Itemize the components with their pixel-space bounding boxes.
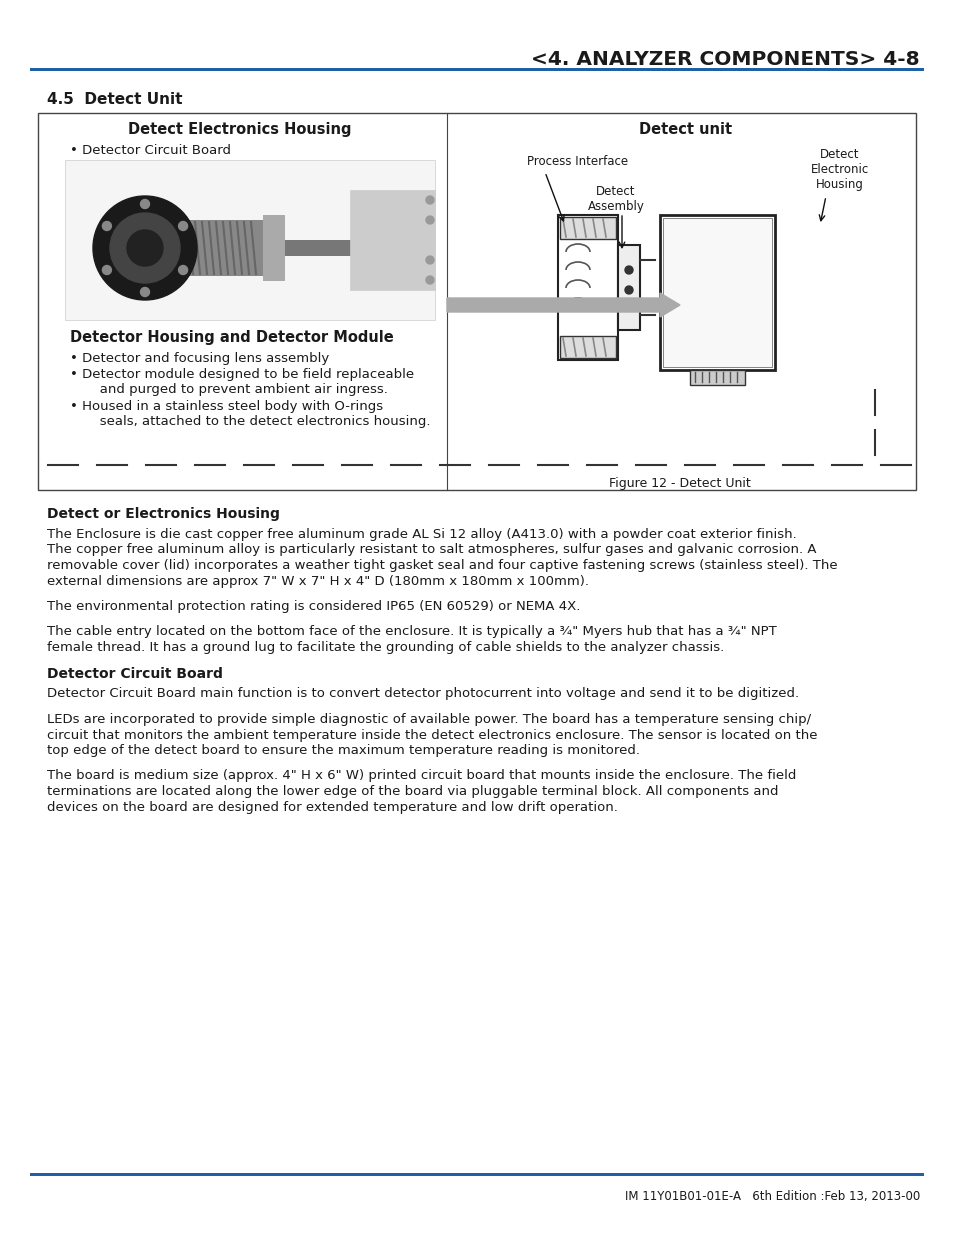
Bar: [662, 219, 771, 367]
Bar: [38, 112, 915, 490]
Circle shape: [102, 266, 112, 274]
Text: The board is medium size (approx. 4" H x 6" W) printed circuit board that mounts: The board is medium size (approx. 4" H x…: [47, 769, 796, 783]
Circle shape: [140, 200, 150, 209]
Bar: [559, 217, 616, 240]
Text: <4. ANALYZER COMPONENTS> 4-8: <4. ANALYZER COMPONENTS> 4-8: [531, 49, 919, 69]
Text: The cable entry located on the bottom face of the enclosure. It is typically a ¾: The cable entry located on the bottom fa…: [47, 625, 776, 638]
Bar: [187, 240, 387, 256]
Bar: [618, 245, 639, 330]
Text: 4.5  Detect Unit: 4.5 Detect Unit: [47, 91, 182, 107]
Circle shape: [426, 196, 434, 204]
Text: Detect or Electronics Housing: Detect or Electronics Housing: [47, 508, 279, 521]
Bar: [689, 370, 744, 385]
Text: circuit that monitors the ambient temperature inside the detect electronics encl: circuit that monitors the ambient temper…: [47, 729, 817, 741]
Circle shape: [110, 212, 180, 283]
Text: terminations are located along the lower edge of the board via pluggable termina: terminations are located along the lower…: [47, 785, 778, 798]
Text: external dimensions are approx 7" W x 7" H x 4" D (180mm x 180mm x 100mm).: external dimensions are approx 7" W x 7"…: [47, 574, 588, 588]
Circle shape: [426, 256, 434, 264]
Text: IM 11Y01B01-01E-A   6th Edition :Feb 13, 2013-00: IM 11Y01B01-01E-A 6th Edition :Feb 13, 2…: [624, 1191, 919, 1203]
Bar: [558, 215, 618, 359]
Circle shape: [140, 288, 150, 296]
Circle shape: [92, 196, 196, 300]
Text: The Enclosure is die cast copper free aluminum grade AL Si 12 alloy (A413.0) wit: The Enclosure is die cast copper free al…: [47, 529, 796, 541]
Bar: [65, 161, 435, 320]
Text: Detector Circuit Board main function is to convert detector photocurrent into vo: Detector Circuit Board main function is …: [47, 688, 799, 700]
Circle shape: [624, 266, 633, 274]
Bar: [30, 68, 923, 70]
Text: Detect unit: Detect unit: [639, 122, 732, 137]
Bar: [30, 1173, 923, 1176]
Text: The environmental protection rating is considered IP65 (EN 60529) or NEMA 4X.: The environmental protection rating is c…: [47, 600, 579, 613]
Bar: [659, 215, 774, 370]
Circle shape: [426, 216, 434, 224]
Text: Detect Electronics Housing: Detect Electronics Housing: [128, 122, 352, 137]
Bar: [350, 190, 435, 290]
Circle shape: [178, 266, 188, 274]
Text: Detector Housing and Detector Module: Detector Housing and Detector Module: [70, 330, 394, 345]
Text: LEDs are incorporated to provide simple diagnostic of available power. The board: LEDs are incorporated to provide simple …: [47, 713, 810, 726]
Text: Detect
Electronic
Housing: Detect Electronic Housing: [810, 148, 868, 191]
Text: and purged to prevent ambient air ingress.: and purged to prevent ambient air ingres…: [70, 383, 388, 396]
Text: • Detector Circuit Board: • Detector Circuit Board: [70, 144, 231, 157]
Text: Process Interface: Process Interface: [526, 156, 627, 168]
Text: female thread. It has a ground lug to facilitate the grounding of cable shields : female thread. It has a ground lug to fa…: [47, 641, 723, 655]
Text: top edge of the detect board to ensure the maximum temperature reading is monito: top edge of the detect board to ensure t…: [47, 743, 639, 757]
FancyArrow shape: [447, 293, 679, 317]
Text: The copper free aluminum alloy is particularly resistant to salt atmospheres, su: The copper free aluminum alloy is partic…: [47, 543, 816, 557]
Text: • Housed in a stainless steel body with O-rings: • Housed in a stainless steel body with …: [70, 400, 383, 412]
Circle shape: [127, 230, 163, 266]
Bar: [263, 215, 285, 282]
Text: seals, attached to the detect electronics housing.: seals, attached to the detect electronic…: [70, 415, 430, 429]
Circle shape: [426, 275, 434, 284]
Text: removable cover (lid) incorporates a weather tight gasket seal and four captive : removable cover (lid) incorporates a wea…: [47, 559, 837, 572]
Text: Detect
Assembly: Detect Assembly: [587, 185, 644, 212]
Text: • Detector module designed to be field replaceable: • Detector module designed to be field r…: [70, 368, 414, 382]
Bar: [559, 336, 616, 358]
Text: Detector Circuit Board: Detector Circuit Board: [47, 667, 223, 680]
Circle shape: [178, 221, 188, 231]
Text: devices on the board are designed for extended temperature and low drift operati: devices on the board are designed for ex…: [47, 800, 618, 814]
Bar: [183, 220, 263, 275]
Text: Figure 12 - Detect Unit: Figure 12 - Detect Unit: [608, 477, 750, 490]
Circle shape: [624, 287, 633, 294]
Circle shape: [102, 221, 112, 231]
Text: • Detector and focusing lens assembly: • Detector and focusing lens assembly: [70, 352, 329, 366]
